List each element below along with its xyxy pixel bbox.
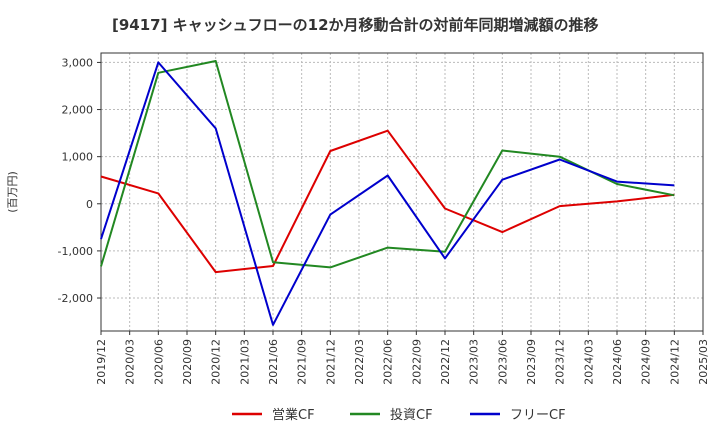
x-tick-label: 2021/12 — [324, 339, 337, 385]
x-tick-label: 2025/03 — [697, 339, 710, 385]
series-line — [100, 129, 675, 274]
series-line — [100, 60, 675, 269]
y-tick-label: 2,000 — [62, 104, 94, 117]
x-tick-label: 2021/09 — [296, 339, 309, 385]
y-tick-label: 3,000 — [62, 56, 94, 69]
x-tick-label: 2022/03 — [353, 339, 366, 385]
legend: 営業CF 投資CF フリーCF — [232, 407, 566, 423]
y-tick-label: -2,000 — [58, 292, 93, 305]
x-tick-label: 2020/09 — [181, 339, 194, 385]
x-tick-label: 2024/09 — [640, 339, 653, 385]
x-tick-label: 2020/06 — [152, 339, 165, 385]
x-tick-label: 2019/12 — [95, 339, 108, 385]
x-tick-label: 2024/03 — [582, 339, 595, 385]
x-tick-label: 2021/06 — [267, 339, 280, 385]
y-tick-label: -1,000 — [58, 245, 93, 258]
x-tick-label: 2022/12 — [439, 339, 452, 385]
legend-label: 営業CF — [272, 407, 315, 423]
x-tick-label: 2023/12 — [554, 339, 567, 385]
x-tick-label: 2022/06 — [382, 339, 395, 385]
x-tick-label: 2023/09 — [525, 339, 538, 385]
y-axis-label: (百万円) — [6, 171, 19, 213]
x-tick-label: 2023/06 — [496, 339, 509, 385]
x-tick-label: 2023/03 — [468, 339, 481, 385]
x-tick-label: 2020/12 — [210, 339, 223, 385]
x-tick-label: 2022/09 — [410, 339, 423, 385]
y-tick-label: 1,000 — [62, 151, 94, 164]
y-tick-label: 0 — [86, 198, 93, 211]
y-axis: 3,000 2,000 1,000 0 -1,000 -2,000 — [58, 56, 101, 305]
x-tick-label: 2021/03 — [238, 339, 251, 385]
grid-lines — [100, 53, 704, 331]
x-tick-label: 2024/12 — [668, 339, 681, 385]
series-line — [100, 61, 675, 326]
x-tick-label: 2020/03 — [124, 339, 137, 385]
plot-frame — [100, 52, 704, 332]
series-group — [100, 60, 675, 326]
chart-title: [9417] キャッシュフローの12か月移動合計の対前年同期増減額の推移 — [112, 16, 599, 34]
legend-label: フリーCF — [510, 408, 566, 423]
legend-label: 投資CF — [390, 407, 433, 423]
x-axis: 2019/12 2020/03 2020/06 2020/09 2020/12 2021/… — [95, 331, 710, 385]
x-tick-label: 2024/06 — [611, 339, 624, 385]
